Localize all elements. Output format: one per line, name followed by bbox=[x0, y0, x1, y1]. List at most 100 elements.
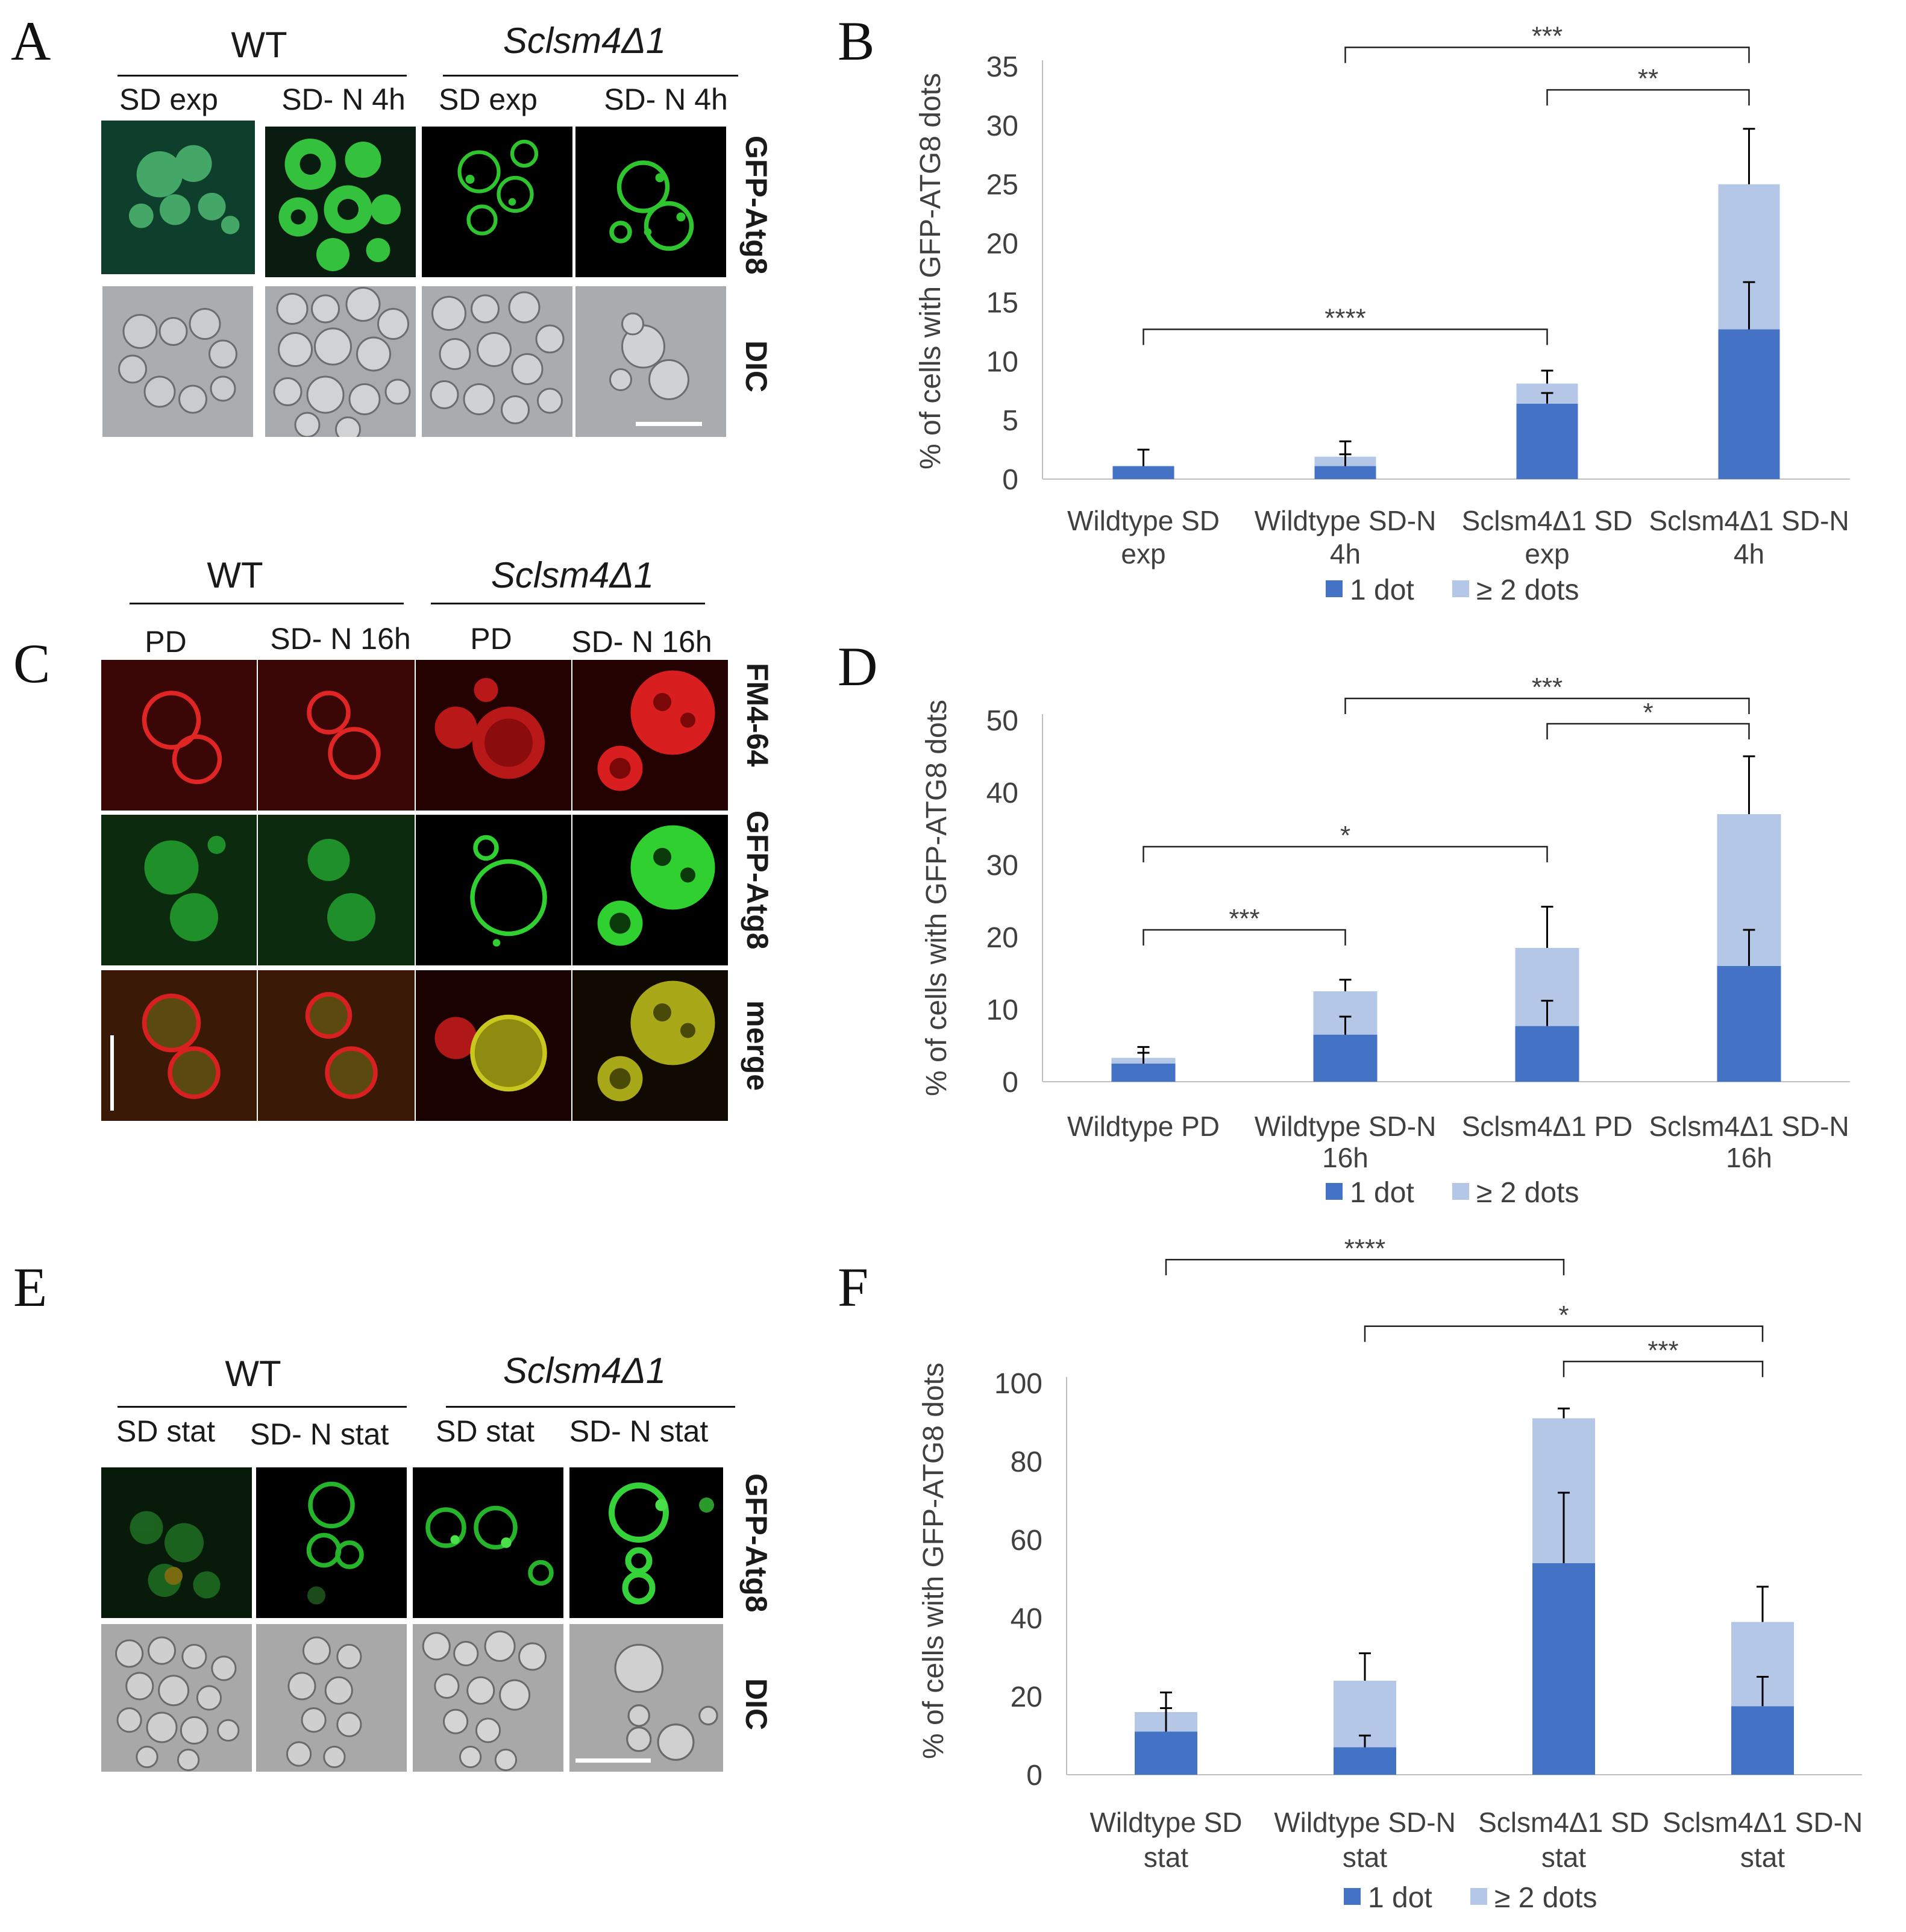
significance-bracket bbox=[1344, 46, 1750, 63]
significance-label: *** bbox=[1532, 22, 1563, 51]
column-label: SD- N stat bbox=[249, 1417, 389, 1451]
significance-bracket bbox=[1546, 723, 1750, 739]
y-axis-label: % of cells with GFP-ATG8 dots bbox=[915, 73, 947, 469]
significance-label: *** bbox=[1229, 904, 1259, 933]
column-label: PD bbox=[145, 625, 187, 659]
row-label-merge: merge bbox=[741, 1000, 774, 1091]
legend-label-1-dot: 1 dot bbox=[1350, 1177, 1414, 1209]
row-label-dic: DIC bbox=[739, 1678, 773, 1731]
significance-label: * bbox=[1643, 698, 1653, 727]
column-label: SD- N 4h bbox=[604, 83, 728, 116]
legend-label-2-dots: ≥ 2 dots bbox=[1476, 574, 1579, 606]
significance-bracket bbox=[1143, 929, 1346, 946]
micrograph-gfp-mutant-sd-n-stat bbox=[569, 1467, 723, 1618]
bar-1-dot bbox=[1532, 1563, 1595, 1775]
panel-letter-d: D bbox=[838, 636, 878, 697]
bar-1-dot bbox=[1515, 1026, 1579, 1082]
column-label: SD- N 16h bbox=[571, 625, 712, 659]
bar-1-dot bbox=[1731, 1706, 1794, 1775]
significance-label: **** bbox=[1324, 303, 1366, 333]
y-tick-label: 10 bbox=[986, 346, 1018, 378]
row-label-gfp-atg8: GFP-Atg8 bbox=[741, 811, 774, 950]
x-category-label: stat bbox=[1343, 1842, 1387, 1873]
x-category-label: stat bbox=[1740, 1842, 1785, 1873]
scale-bar bbox=[636, 422, 702, 426]
significance-label: **** bbox=[1344, 1234, 1386, 1263]
panel-letter-a: A bbox=[11, 10, 51, 72]
significance-bracket bbox=[1143, 845, 1548, 862]
legend-label-2-dots: ≥ 2 dots bbox=[1476, 1177, 1579, 1209]
row-label-fm4-64: FM4-64 bbox=[741, 663, 774, 767]
x-category-label: Wildtype SD bbox=[1089, 1807, 1242, 1838]
y-tick-label: 10 bbox=[986, 994, 1018, 1026]
significance-bracket bbox=[1165, 1259, 1565, 1276]
micrograph-fm464-wt-pd bbox=[101, 660, 257, 811]
micrograph-gfp-wt-sd-n-stat bbox=[256, 1467, 407, 1618]
micrograph-fm464-mutant-pd bbox=[416, 660, 571, 811]
y-tick-label: 5 bbox=[1002, 405, 1018, 437]
x-category-label: 4h bbox=[1734, 538, 1764, 569]
y-tick-label: 0 bbox=[1026, 1760, 1042, 1792]
micrograph-merge-mutant-sd-n-16h bbox=[572, 970, 728, 1121]
micrograph-gfp-wt-pd bbox=[101, 815, 257, 965]
legend-label-2-dots: ≥ 2 dots bbox=[1494, 1882, 1597, 1914]
group-label-wt: WT bbox=[207, 555, 263, 595]
group-underline-wt bbox=[118, 75, 407, 77]
bar-1-dot bbox=[1135, 1731, 1197, 1775]
legend-swatch-1-dot bbox=[1326, 1183, 1343, 1200]
column-label: PD bbox=[470, 622, 512, 656]
significance-bracket bbox=[1546, 89, 1750, 106]
row-label-dic: DIC bbox=[739, 340, 773, 393]
y-axis-label: % of cells with GFP-ATG8 dots bbox=[918, 1363, 950, 1759]
panel-letter-c: C bbox=[13, 633, 51, 694]
y-tick-label: 20 bbox=[1011, 1681, 1042, 1713]
micrograph-fm464-mutant-sd-n-16h bbox=[572, 660, 728, 811]
significance-label: *** bbox=[1647, 1335, 1678, 1365]
significance-bracket bbox=[1364, 1325, 1764, 1342]
bar-1-dot bbox=[1112, 466, 1174, 479]
x-category-label: exp bbox=[1525, 538, 1569, 569]
legend-swatch-1-dot bbox=[1344, 1888, 1361, 1905]
y-tick-label: 50 bbox=[986, 705, 1018, 737]
x-category-label: stat bbox=[1541, 1842, 1586, 1873]
bar-1-dot bbox=[1314, 466, 1376, 479]
micrograph-dic-mutant-sd-exp bbox=[422, 286, 572, 437]
scale-bar bbox=[575, 1758, 651, 1763]
x-category-label: Wildtype SD-N bbox=[1274, 1807, 1456, 1838]
column-label: SD- N 16h bbox=[270, 622, 411, 656]
panel-letter-e: E bbox=[13, 1256, 48, 1318]
y-axis-label: % of cells with GFP-ATG8 dots bbox=[921, 700, 953, 1096]
micrograph-gfp-mutant-pd bbox=[416, 815, 571, 965]
group-label-wt: WT bbox=[225, 1353, 281, 1394]
micrograph-merge-mutant-pd bbox=[416, 970, 571, 1121]
y-tick-label: 30 bbox=[986, 850, 1018, 882]
x-category-label: stat bbox=[1144, 1842, 1188, 1873]
x-category-label: 16h bbox=[1726, 1142, 1772, 1173]
group-label-mutant: Sclsm4Δ1 bbox=[503, 1350, 666, 1391]
legend-swatch-2-dots bbox=[1452, 580, 1469, 597]
x-category-label: Sclsm4Δ1 SD-N bbox=[1649, 505, 1849, 536]
y-tick-label: 40 bbox=[986, 777, 1018, 809]
group-underline-mutant bbox=[446, 1406, 735, 1408]
row-label-gfp-atg8: GFP-Atg8 bbox=[739, 1473, 773, 1613]
x-category-label: Sclsm4Δ1 SD bbox=[1462, 505, 1633, 536]
y-tick-label: 25 bbox=[986, 169, 1018, 201]
panel-letter-f: F bbox=[838, 1256, 869, 1318]
column-label: SD exp bbox=[439, 83, 538, 116]
bar-1-dot bbox=[1334, 1747, 1396, 1775]
legend-swatch-2-dots bbox=[1470, 1888, 1487, 1905]
y-tick-label: 15 bbox=[986, 287, 1018, 319]
significance-bracket bbox=[1143, 328, 1548, 345]
x-category-label: Wildtype PD bbox=[1067, 1111, 1220, 1142]
legend-swatch-2-dots bbox=[1452, 1183, 1469, 1200]
micrograph-merge-wt-sd-n-16h bbox=[258, 970, 415, 1121]
x-category-label: Sclsm4Δ1 SD bbox=[1478, 1807, 1649, 1838]
chart-f: 0 20 40 60 80 100 % of cells with GFP-ATG8 dot… bbox=[918, 1234, 1863, 1914]
legend-label-1-dot: 1 dot bbox=[1350, 574, 1414, 606]
y-tick-label: 40 bbox=[1011, 1603, 1042, 1635]
legend-label-1-dot: 1 dot bbox=[1368, 1882, 1432, 1914]
y-tick-label: 80 bbox=[1011, 1446, 1042, 1478]
chart-b: 0 5 10 15 20 25 30 35 % of cells with GFP-ATG8 d… bbox=[915, 22, 1850, 606]
micrograph-gfp-wt-sd-stat bbox=[101, 1467, 252, 1618]
significance-bracket bbox=[1344, 697, 1750, 714]
